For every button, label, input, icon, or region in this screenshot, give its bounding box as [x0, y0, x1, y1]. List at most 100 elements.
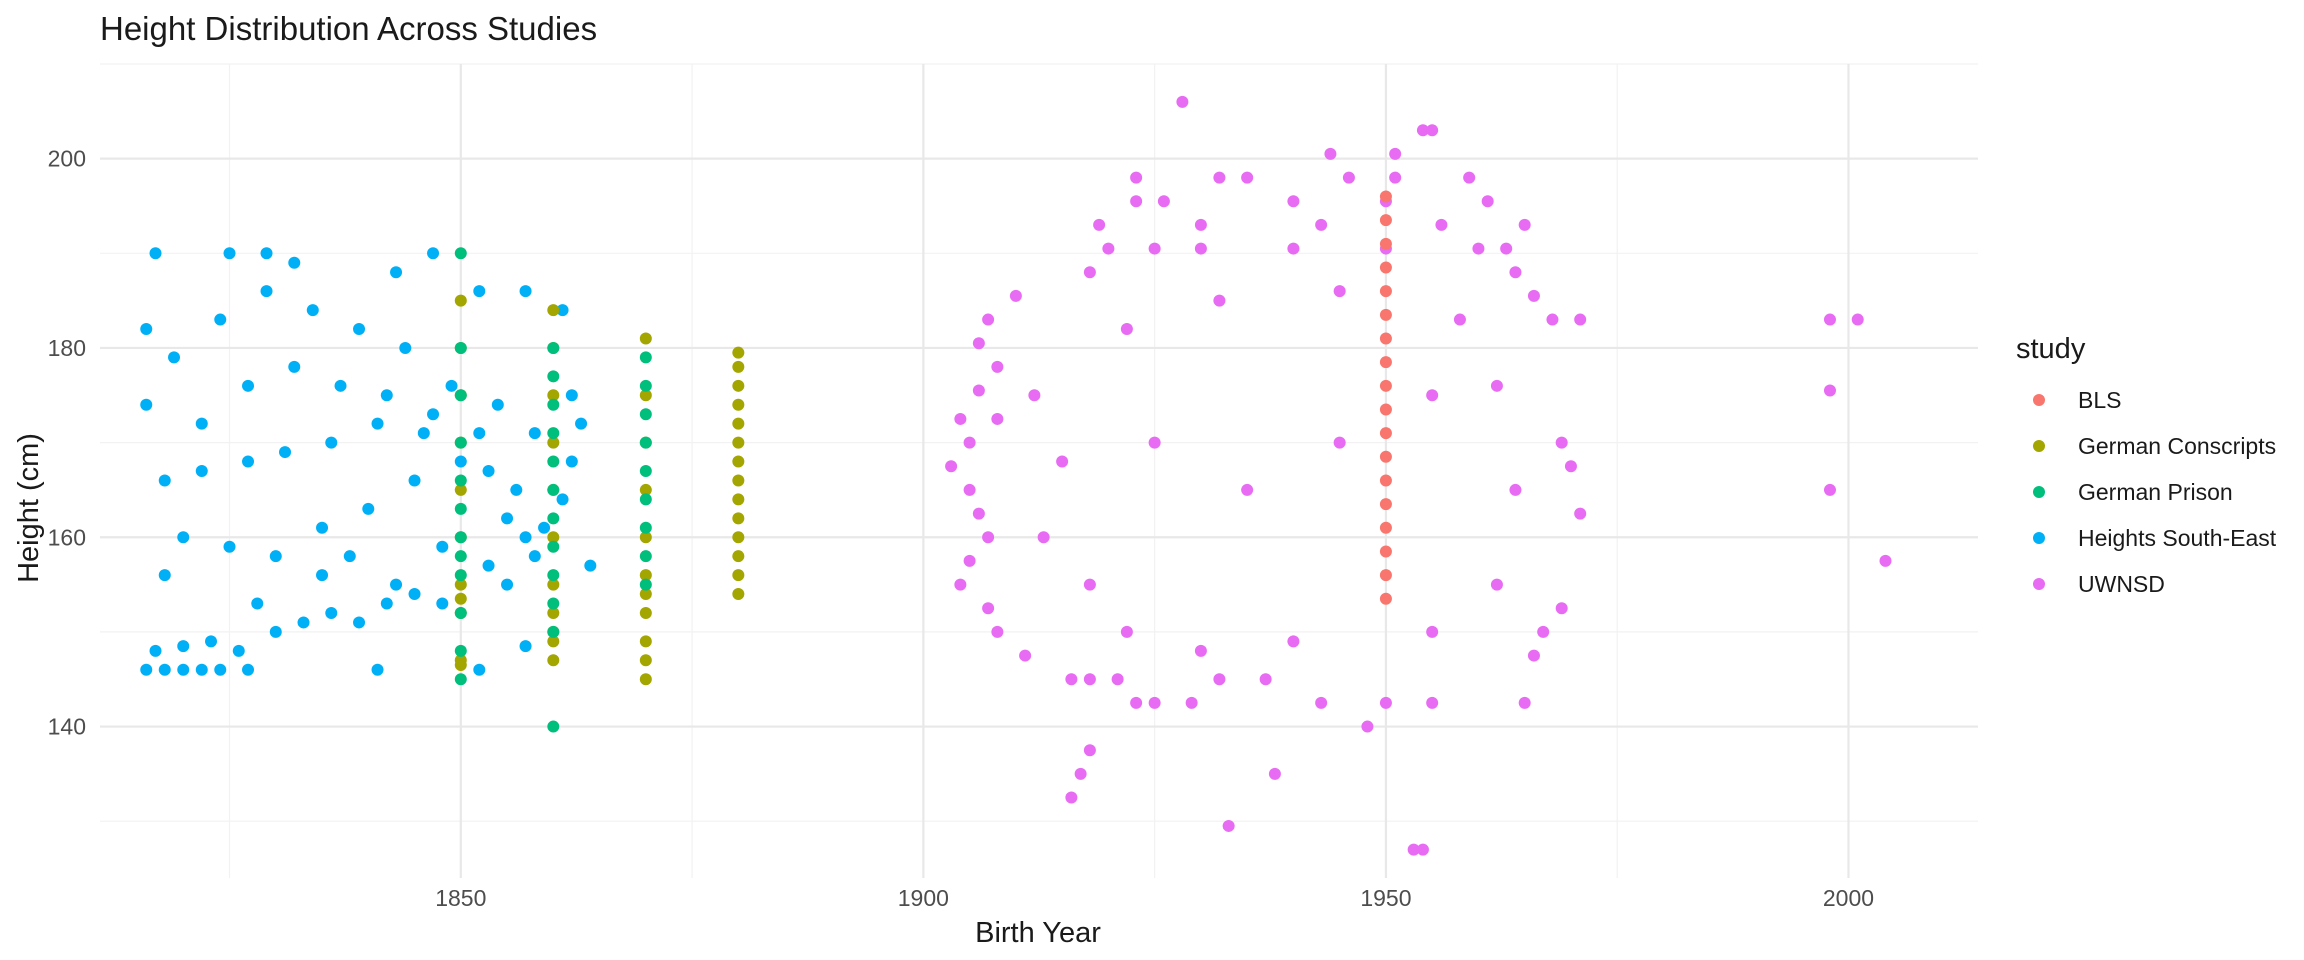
x-axis-title: Birth Year [975, 917, 1101, 949]
data-point [1518, 696, 1531, 709]
data-point [1056, 455, 1069, 468]
data-point [1379, 237, 1392, 250]
data-point [454, 341, 467, 354]
minor-gridlines [100, 63, 1978, 878]
data-point [519, 640, 532, 653]
data-point [547, 512, 560, 525]
data-point [1148, 242, 1161, 255]
data-point [149, 247, 162, 260]
legend-key [2033, 394, 2045, 406]
legend-title: study [2016, 333, 2086, 365]
data-point [547, 304, 560, 317]
data-point [1527, 289, 1540, 302]
data-point [1379, 403, 1392, 416]
data-point [575, 417, 588, 430]
data-point [316, 569, 329, 582]
data-point [1426, 696, 1439, 709]
data-point [732, 550, 745, 563]
data-point [1518, 218, 1531, 231]
data-point [556, 304, 569, 317]
data-point [963, 436, 976, 449]
data-point [491, 398, 504, 411]
data-point [1472, 242, 1485, 255]
data-point [639, 654, 652, 667]
x-tick-label: 1850 [435, 885, 486, 911]
data-point [1379, 427, 1392, 440]
data-point [1490, 578, 1503, 591]
x-axis-tick-labels: 1850 1900 1950 2000 [435, 885, 1874, 911]
data-point [1315, 696, 1328, 709]
data-point [732, 588, 745, 601]
data-point [639, 408, 652, 421]
data-point [1564, 460, 1577, 473]
series-german-prison [454, 247, 652, 733]
data-point [991, 625, 1004, 638]
data-point [1194, 242, 1207, 255]
data-point [473, 427, 486, 440]
data-point [223, 247, 236, 260]
data-point [1111, 673, 1124, 686]
data-point [1361, 720, 1374, 733]
data-point [1130, 696, 1143, 709]
data-point [1148, 436, 1161, 449]
data-point [547, 720, 560, 733]
data-point [547, 569, 560, 582]
data-point [1426, 124, 1439, 137]
data-point [547, 483, 560, 496]
data-point [1490, 379, 1503, 392]
data-point [732, 360, 745, 373]
data-point [408, 588, 421, 601]
data-point [547, 635, 560, 648]
data-point [454, 483, 467, 496]
data-point [371, 417, 384, 430]
data-point [528, 427, 541, 440]
data-point [454, 474, 467, 487]
data-point [242, 379, 255, 392]
data-point [1176, 95, 1189, 108]
data-point [1555, 436, 1568, 449]
data-point [1500, 242, 1513, 255]
data-point [454, 550, 467, 563]
data-point [1065, 791, 1078, 804]
data-point [1324, 147, 1337, 160]
data-point [972, 507, 985, 520]
data-point [353, 616, 366, 629]
data-point [1083, 673, 1096, 686]
data-point [260, 285, 273, 298]
data-point [982, 531, 995, 544]
data-point [547, 606, 560, 619]
data-point [732, 493, 745, 506]
data-point [427, 408, 440, 421]
data-point [1287, 242, 1300, 255]
data-point [547, 370, 560, 383]
data-point [982, 313, 995, 326]
data-point [353, 323, 366, 336]
data-point [177, 663, 190, 676]
data-point [140, 398, 153, 411]
data-point [454, 502, 467, 515]
data-point [1879, 554, 1892, 567]
data-point [991, 412, 1004, 425]
data-point [1574, 507, 1587, 520]
data-point [1463, 171, 1476, 184]
data-point [436, 540, 449, 553]
data-point [639, 550, 652, 563]
data-point [1379, 592, 1392, 605]
legend-key [2033, 486, 2045, 498]
data-point [1426, 625, 1439, 638]
data-point [1194, 218, 1207, 231]
data-point [547, 578, 560, 591]
data-point [1379, 261, 1392, 274]
data-point [1537, 625, 1550, 638]
data-point [1379, 498, 1392, 511]
data-point [454, 455, 467, 468]
data-point [732, 379, 745, 392]
data-point [547, 341, 560, 354]
data-point [639, 606, 652, 619]
data-point [732, 346, 745, 359]
legend-key [2033, 578, 2045, 590]
data-point [538, 521, 551, 534]
legend-label: UWNSD [2078, 571, 2165, 597]
legend-items: BLS German Conscripts German Prison Heights… [2033, 387, 2277, 597]
data-point [1379, 545, 1392, 558]
